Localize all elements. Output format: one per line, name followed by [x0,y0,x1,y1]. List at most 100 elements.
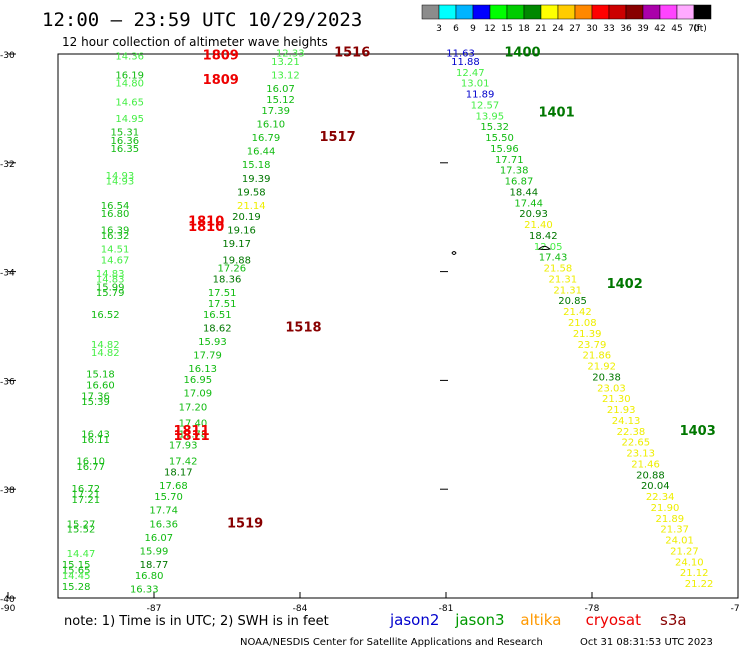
data-point-jason3: 21.22 [685,579,714,590]
data-point-jason3: 13.01 [461,79,490,90]
data-point-s3a: 12.33 [276,49,305,60]
colorbar-label: 39 [637,24,649,34]
y-tick-label: -38 [0,486,15,496]
data-point-s3a: 19.39 [242,174,271,185]
data-point-cryosat: 15.52 [67,525,96,536]
data-point-cryosat: 16.19 [115,70,144,81]
data-point-cryosat: 15.28 [62,582,91,593]
data-point-cryosat: 15.31 [110,128,139,139]
data-point-jason3: 11.63 [446,49,475,60]
data-point-cryosat: 14.65 [115,98,144,109]
data-point-s3a: 19.88 [222,255,251,266]
data-point-s3a: 17.26 [218,264,247,275]
x-tick-label: -81 [439,604,454,614]
pass-time-label: 1519 [227,516,263,531]
data-point-s3a: 15.99 [140,546,169,557]
data-point-jason3: 12.47 [456,68,485,79]
data-point-s3a: 17.39 [261,106,290,117]
island-shape [537,245,552,250]
data-point-jason3: 17.38 [500,166,529,177]
data-point-s3a: 16.44 [247,147,276,158]
data-point-jason3: 20.93 [519,209,548,220]
footer-note: note: 1) Time is in UTC; 2) SWH is in fe… [64,614,329,629]
mission-jason3: jason3 [454,611,504,629]
data-point-cryosat: 14.47 [67,549,96,560]
data-point-cryosat: 14.93 [106,177,135,188]
data-point-jason3: 11.89 [466,90,495,101]
colorbar-label: (ft) [693,24,707,34]
y-tick-label: -34 [0,269,15,279]
pass-time-label: 1402 [607,277,643,292]
colorbar-swatch [523,4,542,20]
colorbar-label: 21 [535,24,546,34]
data-point-s3a: 16.07 [266,84,295,95]
data-point-cryosat: 14.82 [91,340,120,351]
data-point-s3a: 18.62 [203,323,232,334]
footer-timestamp: Oct 31 08:31:53 UTC 2023 [580,637,713,648]
y-tick-label: -30 [0,51,15,61]
data-point-jason3: 23.79 [578,340,607,351]
data-point-s3a: 16.95 [183,375,212,386]
data-point-s3a: 15.12 [266,95,295,106]
colorbar-swatch [455,4,474,20]
data-point-jason3: 22.34 [646,492,675,503]
chart-subtitle: 12 hour collection of altimeter wave hei… [62,35,328,49]
data-point-cryosat: 15.15 [62,560,91,571]
data-point-jason3: 21.46 [631,459,660,470]
data-point-s3a: 17.51 [208,299,237,310]
data-point-s3a: 16.13 [188,364,217,375]
data-point-jason3: 21.40 [524,220,553,231]
colorbar-label: 12 [484,24,495,34]
y-tick-label: -40 [0,595,15,605]
footer-credit: NOAA/NESDIS Center for Satellite Applica… [240,637,543,648]
data-point-cryosat: 14.95 [115,114,144,125]
data-point-jason3: 15.50 [485,133,514,144]
pass-time-label: 1811 [173,429,209,444]
colorbar-label: 70 [688,24,700,34]
data-point-cryosat: 14.83 [96,269,125,280]
pass-time-label: 1518 [285,320,321,335]
data-point-s3a: 16.07 [145,533,174,544]
colorbar-swatch [438,4,457,20]
colorbar-label: 33 [603,24,614,34]
data-point-jason3: 20.85 [558,296,587,307]
colorbar-label: 9 [470,24,476,34]
data-point-s3a: 17.93 [169,440,198,451]
island-shape [451,251,457,255]
pass-time-label: 1811 [173,424,209,439]
data-point-s3a: 13.21 [271,57,300,68]
data-point-cryosat: 14.36 [115,51,144,62]
data-point-jason3: 20.38 [592,372,621,383]
data-point-jason3: 21.92 [587,362,616,373]
data-point-cryosat: 14.67 [101,255,130,266]
colorbar-swatch [642,4,661,20]
pass-time-label: 1810 [188,214,224,229]
data-point-cryosat: 16.10 [76,457,105,468]
mission-altika: altika [520,611,561,629]
data-point-s3a: 17.42 [169,457,198,468]
data-point-cryosat: 14.45 [62,571,91,582]
data-point-jason3: 21.90 [651,503,680,514]
colorbar-label: 24 [552,24,564,34]
data-point-cryosat: 16.72 [72,484,101,495]
data-point-jason3: 15.32 [480,122,509,133]
data-point-s3a: 17.09 [183,389,212,400]
data-point-s3a: 17.79 [193,351,222,362]
data-point-cryosat: 16.80 [101,209,130,220]
axes: -30 -32 -34 -36 -38 -40-90 -87 -84 -81 -78 -75 [0,51,740,614]
data-point-jason3: 23.03 [597,383,626,394]
data-point-jason3: 17.44 [514,198,543,209]
data-point-jason3: 21.27 [670,546,699,557]
colorbar-swatch [591,4,610,20]
data-point-jason3: 21.39 [573,329,602,340]
pass-time-label: 1809 [203,73,239,88]
data-point-jason3: 16.87 [505,177,534,188]
colorbar-swatch [421,4,440,20]
data-point-jason3: 21.89 [656,514,685,525]
mission-s3a: s3a [660,611,687,629]
data-point-jason3: 21.86 [583,351,612,362]
data-point-cryosat: 15.27 [67,519,96,530]
data-point-cryosat: 15.39 [81,397,110,408]
colorbar-swatch [540,4,559,20]
data-point-cryosat: 16.39 [101,226,130,237]
